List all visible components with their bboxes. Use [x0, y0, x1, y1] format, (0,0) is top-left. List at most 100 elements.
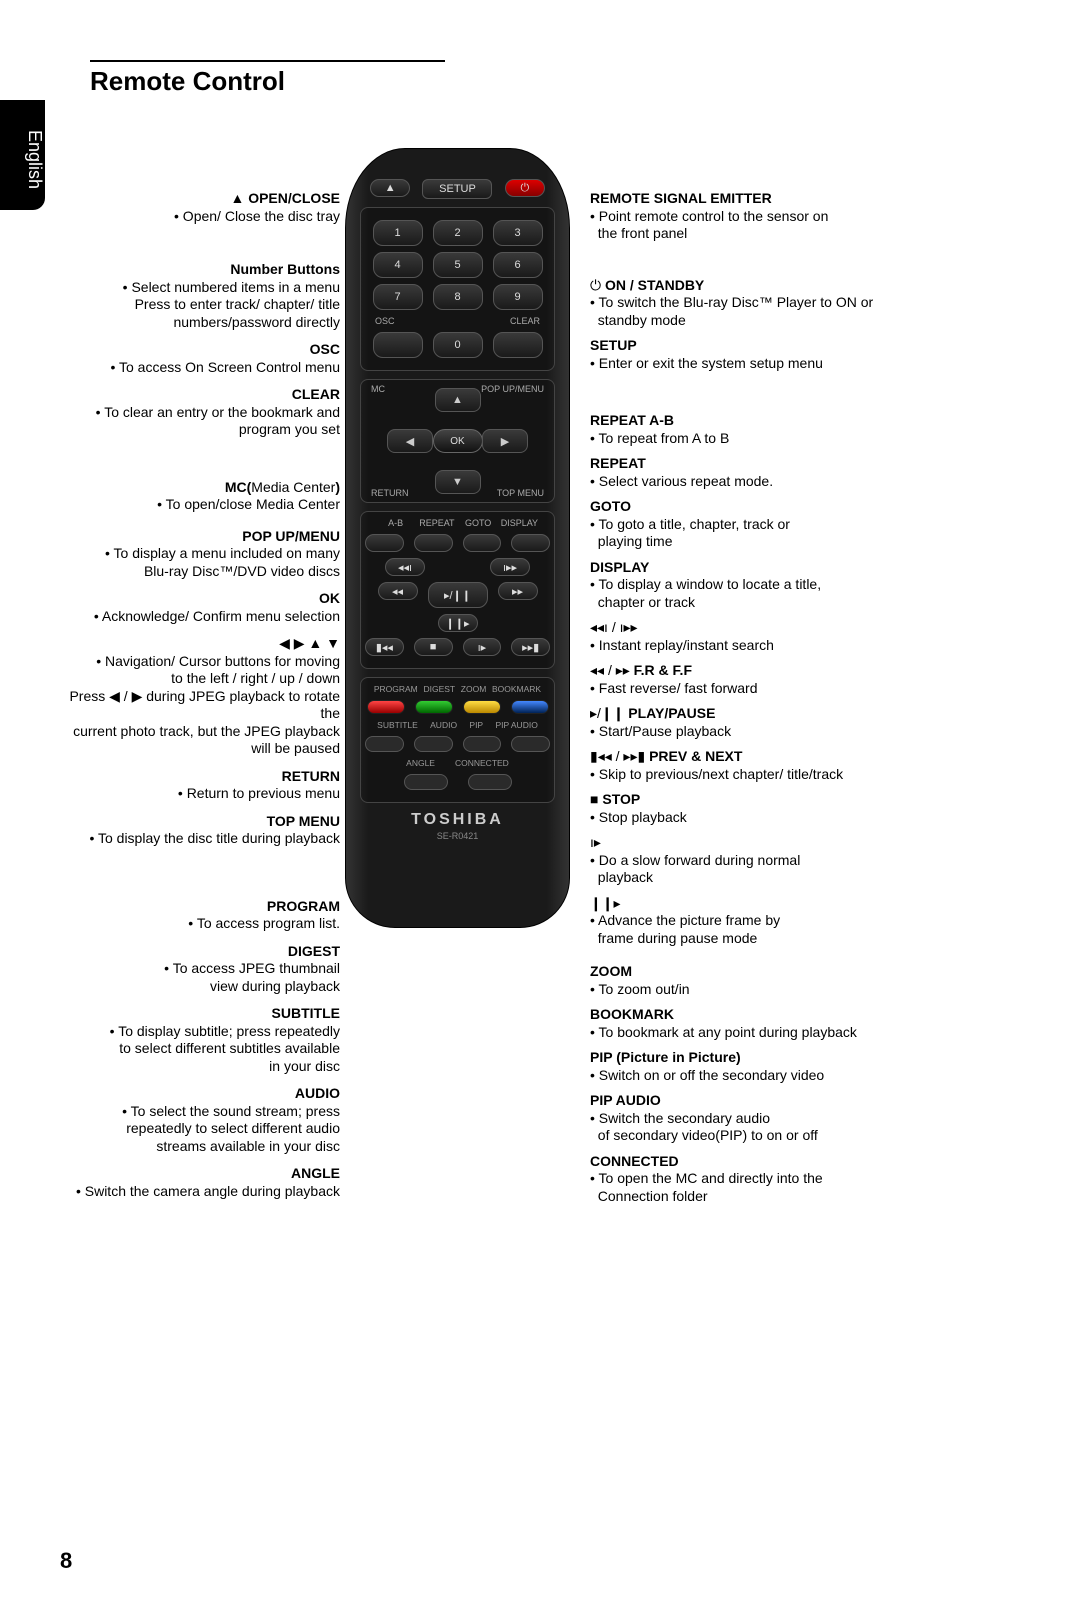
desc-line: repeatedly to select different audio: [60, 1120, 340, 1138]
audio-label: AUDIO: [430, 720, 457, 730]
desc-line: • Switch the camera angle during playbac…: [60, 1183, 340, 1201]
num-5[interactable]: 5: [433, 252, 483, 278]
osc-button[interactable]: [373, 332, 423, 358]
desc-label: SUBTITLE: [60, 1005, 340, 1023]
num-1[interactable]: 1: [373, 220, 423, 246]
ab-label: A-B: [375, 518, 416, 528]
desc-label: ◀ ▶ ▲ ▼: [60, 635, 340, 653]
forward[interactable]: ▸▸: [498, 582, 538, 600]
bookmark-label: BOOKMARK: [492, 684, 541, 694]
num-9[interactable]: 9: [493, 284, 543, 310]
desc-label: ZOOM: [590, 963, 990, 981]
rewind[interactable]: ◂◂: [378, 582, 418, 600]
display-button[interactable]: [511, 534, 550, 552]
num-8[interactable]: 8: [433, 284, 483, 310]
instant-replay[interactable]: ◂◂ı: [385, 558, 425, 576]
navigation-pad: MC POP UP/MENU ▲ ▼ ◀ ▶ OK RETURN TOP MEN…: [360, 379, 555, 503]
language-tab: English: [0, 100, 45, 210]
right-descriptions: REMOTE SIGNAL EMITTER• Point remote cont…: [590, 190, 990, 1213]
desc-line: the front panel: [590, 225, 990, 243]
desc-label: GOTO: [590, 498, 990, 516]
instant-search[interactable]: ı▸▸: [490, 558, 530, 576]
desc-line: Press to enter track/ chapter/ title: [60, 296, 340, 314]
desc-line: • Stop playback: [590, 809, 990, 827]
topmenu-label: TOP MENU: [497, 488, 544, 498]
desc-line: playback: [590, 869, 990, 887]
digest-label: DIGEST: [423, 684, 455, 694]
desc-label: MC(Media Center): [60, 479, 340, 497]
desc-label: TOP MENU: [60, 813, 340, 831]
next[interactable]: ▸▸▮: [511, 638, 550, 656]
desc-label: PROGRAM: [60, 898, 340, 916]
desc-line: • Enter or exit the system setup menu: [590, 355, 990, 373]
desc-line: in your disc: [60, 1058, 340, 1076]
desc-line: • Select various repeat mode.: [590, 473, 990, 491]
desc-line: • Navigation/ Cursor buttons for moving: [60, 653, 340, 671]
num-7[interactable]: 7: [373, 284, 423, 310]
clear-button[interactable]: [493, 332, 543, 358]
desc-label: AUDIO: [60, 1085, 340, 1103]
angle-button[interactable]: [404, 774, 448, 790]
desc-line: • To display subtitle; press repeatedly: [60, 1023, 340, 1041]
desc-line: • To switch the Blu-ray Disc™ Player to …: [590, 294, 990, 312]
frame-step[interactable]: ❙❙▸: [438, 614, 478, 632]
repeat-button[interactable]: [414, 534, 453, 552]
green-button[interactable]: [415, 700, 453, 714]
setup-button[interactable]: SETUP: [422, 179, 492, 199]
ok-button[interactable]: OK: [433, 429, 483, 453]
desc-label: REMOTE SIGNAL EMITTER: [590, 190, 990, 208]
connected-button[interactable]: [468, 774, 512, 790]
num-3[interactable]: 3: [493, 220, 543, 246]
num-2[interactable]: 2: [433, 220, 483, 246]
page-number: 8: [60, 1548, 72, 1574]
desc-label: Number Buttons: [60, 261, 340, 279]
slow[interactable]: ı▸: [463, 638, 502, 656]
clear-label: CLEAR: [510, 316, 540, 326]
blue-button[interactable]: [511, 700, 549, 714]
arrow-left[interactable]: ◀: [387, 429, 433, 453]
desc-line: Connection folder: [590, 1188, 990, 1206]
audio-button[interactable]: [414, 736, 453, 752]
desc-line: playing time: [590, 533, 990, 551]
desc-line: • To select the sound stream; press: [60, 1103, 340, 1121]
arrow-right[interactable]: ▶: [482, 429, 528, 453]
ab-button[interactable]: [365, 534, 404, 552]
arrow-down[interactable]: ▼: [435, 470, 481, 494]
num-4[interactable]: 4: [373, 252, 423, 278]
desc-line: to the left / right / up / down: [60, 670, 340, 688]
desc-label: ■ STOP: [590, 791, 990, 809]
desc-line: of secondary video(PIP) to on or off: [590, 1127, 990, 1145]
pip-button[interactable]: [463, 736, 502, 752]
yellow-button[interactable]: [463, 700, 501, 714]
connected-label: CONNECTED: [455, 758, 509, 768]
desc-line: • To open/close Media Center: [60, 496, 340, 514]
subtitle-button[interactable]: [365, 736, 404, 752]
arrow-up[interactable]: ▲: [435, 388, 481, 412]
power-button[interactable]: ⏻: [505, 179, 545, 197]
desc-label: POP UP/MENU: [60, 528, 340, 546]
eject-button[interactable]: ▲: [370, 179, 410, 197]
desc-line: Press ◀ / ▶ during JPEG playback to rota…: [60, 688, 340, 723]
prev[interactable]: ▮◂◂: [365, 638, 404, 656]
desc-label: OK: [60, 590, 340, 608]
remote-control: ▲ SETUP ⏻ 123 456 789 OSC CLEAR 0 MC POP …: [345, 148, 570, 928]
desc-line: standby mode: [590, 312, 990, 330]
program-label: PROGRAM: [374, 684, 418, 694]
num-0[interactable]: 0: [433, 332, 483, 358]
stop[interactable]: ■: [414, 638, 453, 656]
num-6[interactable]: 6: [493, 252, 543, 278]
pipaudio-button[interactable]: [511, 736, 550, 752]
desc-line: • Open/ Close the disc tray: [60, 208, 340, 226]
desc-line: • Switch on or off the secondary video: [590, 1067, 990, 1085]
play-pause[interactable]: ▸/❙❙: [428, 582, 488, 608]
osc-label: OSC: [375, 316, 395, 326]
desc-line: • To access JPEG thumbnail: [60, 960, 340, 978]
desc-label: ▮◂◂ / ▸▸▮ PREV & NEXT: [590, 748, 990, 766]
desc-line: view during playback: [60, 978, 340, 996]
goto-button[interactable]: [463, 534, 502, 552]
desc-line: • Switch the secondary audio: [590, 1110, 990, 1128]
desc-label: ❙❙▸: [590, 895, 990, 913]
red-button[interactable]: [367, 700, 405, 714]
desc-line: • To access program list.: [60, 915, 340, 933]
desc-line: • To access On Screen Control menu: [60, 359, 340, 377]
